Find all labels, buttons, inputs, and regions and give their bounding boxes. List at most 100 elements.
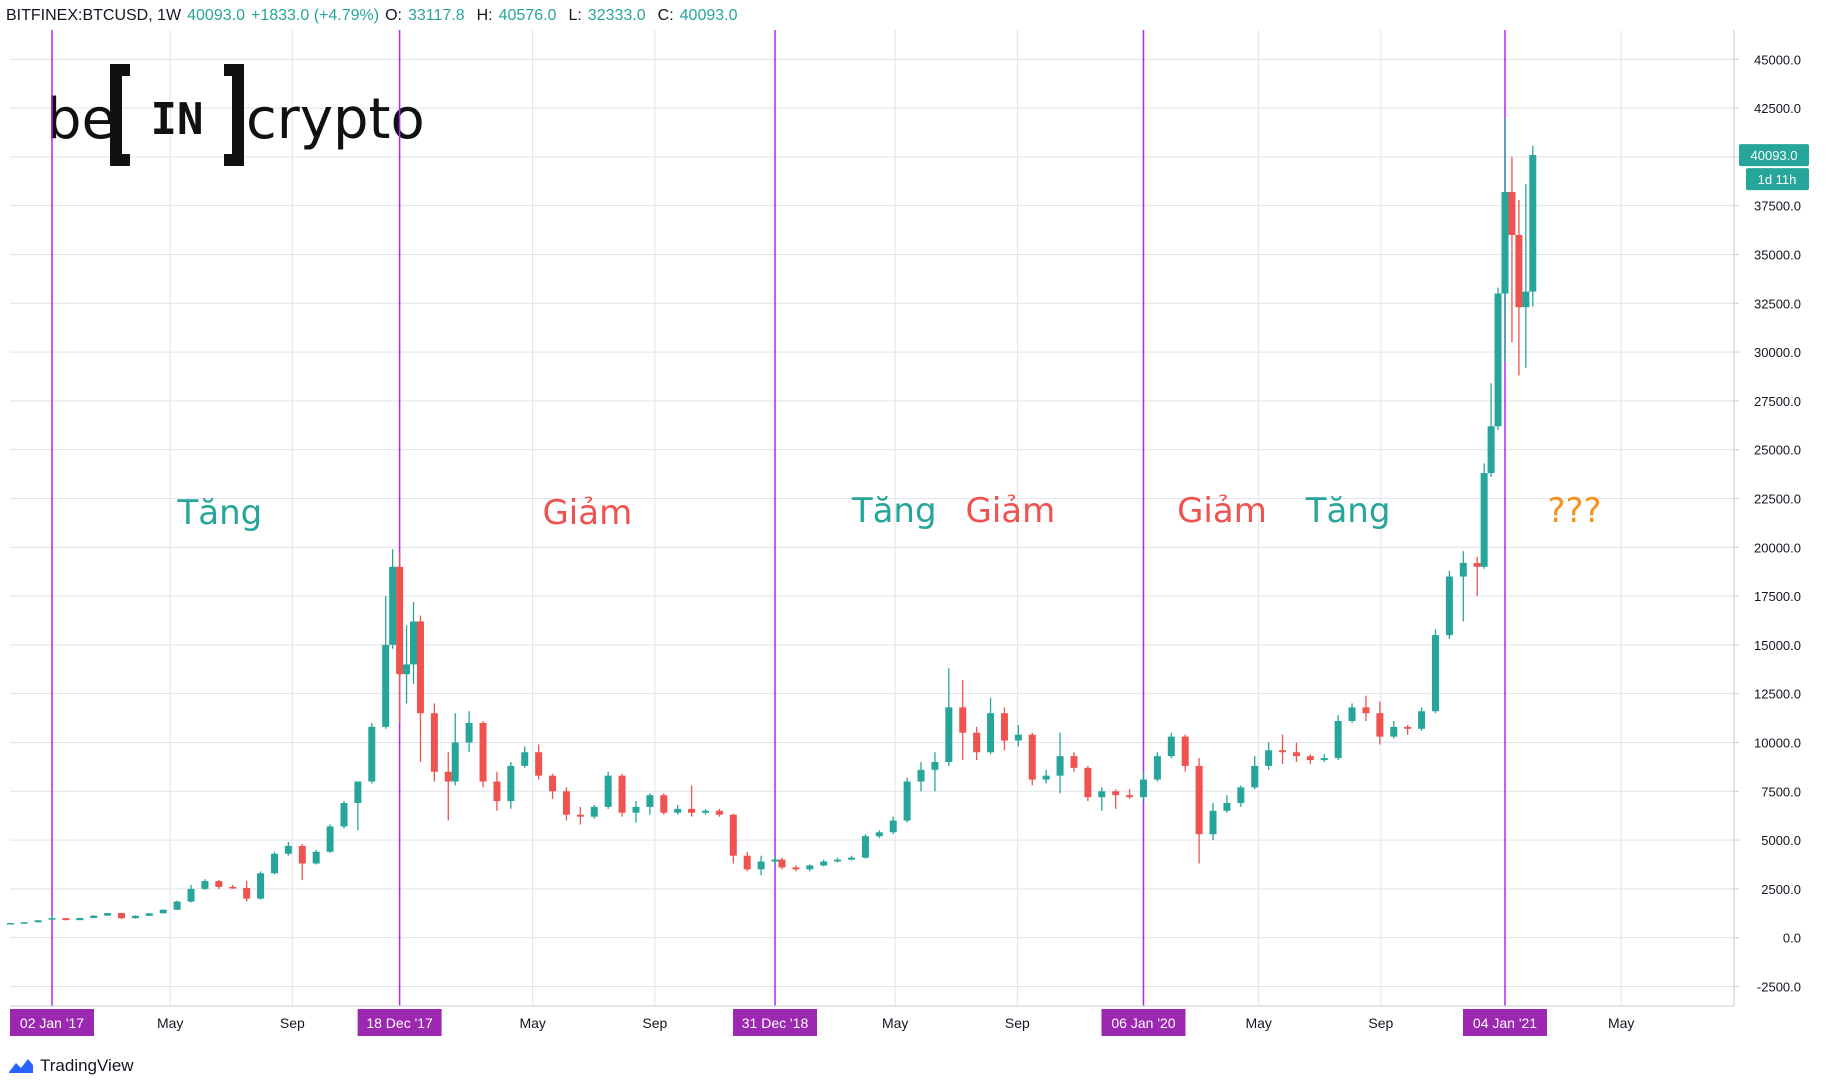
candle — [959, 680, 967, 761]
candle — [702, 808, 710, 815]
candle-body — [1480, 473, 1488, 567]
candle-body — [90, 915, 98, 918]
ohlc-high-value: 40576.0 — [498, 7, 557, 24]
candle-body — [20, 922, 28, 924]
y-tick-label: 42500.0 — [1754, 101, 1801, 116]
candle — [820, 859, 828, 867]
candle-body — [1112, 791, 1120, 796]
y-tick-label: 27500.0 — [1754, 394, 1801, 409]
candle — [834, 857, 842, 863]
time-axis[interactable]: 02 Jan '17 May Sep 18 Dec '17 May Sep 31 Dec '… — [10, 1005, 1734, 1036]
candle — [1418, 707, 1426, 731]
x-tick-label: 04 Jan '21 — [1473, 1015, 1537, 1031]
candle — [229, 884, 237, 889]
candle-body — [159, 909, 167, 914]
candle — [1139, 771, 1147, 802]
candle — [479, 721, 487, 788]
x-tick-label: Sep — [1368, 1015, 1393, 1031]
candle — [1251, 756, 1259, 790]
candle — [444, 752, 452, 821]
candle-body — [1084, 767, 1092, 798]
candle-body — [535, 752, 543, 776]
candle-body — [403, 664, 411, 675]
candle-body — [1265, 750, 1273, 766]
candle-body — [771, 859, 779, 862]
candle-body — [1042, 775, 1050, 780]
symbol-title[interactable]: BITFINEX:BTCUSD, 1W — [6, 7, 182, 24]
candle — [382, 596, 390, 729]
candle-body — [576, 814, 584, 817]
candle-body — [1508, 192, 1516, 235]
ohlc-high: H: 40576.0 — [477, 7, 563, 25]
candle-body — [1348, 707, 1356, 722]
plot-area[interactable] — [10, 30, 1734, 1006]
y-tick-label: 45000.0 — [1754, 52, 1801, 67]
candle-body — [243, 887, 251, 899]
candle — [987, 697, 995, 755]
candle — [646, 793, 654, 815]
logo-text-crypto: crypto — [246, 87, 425, 152]
candle-body — [430, 713, 438, 772]
x-tick-label: May — [519, 1015, 545, 1031]
candle-body — [215, 881, 223, 887]
candle-body — [1181, 736, 1189, 766]
candle-body — [632, 806, 640, 813]
candle-body — [959, 707, 967, 733]
ohlc-close-value: 40093.0 — [679, 7, 738, 24]
candle — [1112, 789, 1120, 809]
candle — [1042, 769, 1050, 784]
y-tick-label: -2500.0 — [1757, 979, 1801, 994]
candle-body — [521, 752, 529, 766]
candle-body — [806, 865, 814, 870]
candle-body — [1139, 779, 1147, 798]
ohlc-close: C: 40093.0 — [658, 7, 744, 25]
candle-body — [76, 917, 84, 921]
y-tick-label: 10000.0 — [1754, 735, 1801, 750]
candle — [354, 781, 362, 831]
x-tick-label: Sep — [280, 1015, 305, 1031]
candle — [1376, 701, 1384, 745]
last-price-tag: 40093.0 — [1751, 148, 1798, 163]
candle-body — [987, 713, 995, 753]
candle-body — [834, 859, 842, 862]
y-tick-label: 12500.0 — [1754, 687, 1801, 702]
x-tick-highlight-bg — [733, 1009, 818, 1036]
grid-lines — [10, 30, 1734, 1006]
candle — [590, 804, 598, 819]
x-tick-highlight-bg — [357, 1009, 442, 1036]
candle-body — [1494, 293, 1502, 427]
candle-body — [465, 722, 473, 743]
candle-body — [1223, 802, 1231, 811]
candle — [257, 871, 265, 900]
x-tick-label: 02 Jan '17 — [20, 1015, 84, 1031]
candle-body — [1473, 562, 1481, 567]
candle — [396, 553, 404, 723]
candle-body — [729, 814, 737, 856]
candle-body — [257, 873, 265, 899]
ohlc-low: L: 32333.0 — [568, 7, 651, 25]
x-tick-label: May — [1245, 1015, 1271, 1031]
candle — [861, 834, 869, 859]
candle — [771, 855, 779, 866]
candle-body — [1126, 795, 1134, 798]
candle-body — [1390, 726, 1398, 737]
phase-annotation: Tăng — [1305, 491, 1391, 531]
candle — [1279, 734, 1287, 764]
y-tick-label: 35000.0 — [1754, 247, 1801, 262]
candle-body — [6, 923, 14, 925]
candle — [76, 917, 84, 921]
candle-body — [702, 810, 710, 813]
candle — [104, 912, 112, 916]
candle — [430, 703, 438, 782]
price-axis[interactable]: 45000.042500.040000.037500.035000.032500… — [1733, 30, 1801, 1006]
tradingview-branding[interactable]: TradingView — [8, 1056, 134, 1076]
candle-body — [1251, 765, 1259, 788]
logo-text-in: IN — [151, 94, 204, 145]
candle — [389, 549, 397, 649]
candle — [1445, 570, 1453, 640]
candle — [48, 915, 56, 921]
candle-body — [229, 886, 237, 889]
candle-body — [1515, 234, 1523, 308]
candle-body — [416, 621, 424, 714]
